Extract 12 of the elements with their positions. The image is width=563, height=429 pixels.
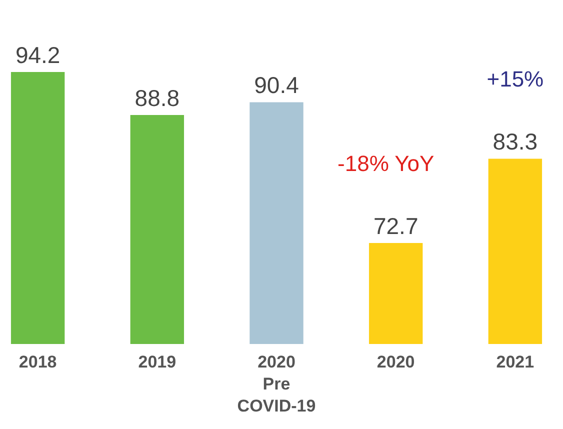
x-tick-label: 2019 (138, 352, 176, 372)
x-tick-label: 2021 (496, 352, 534, 372)
data-label: 90.4 (254, 72, 300, 98)
data-label: 88.8 (134, 84, 180, 111)
annotation: +15% (486, 66, 544, 92)
x-tick-label: 2018 (18, 352, 57, 372)
x-tick-label: 2020 Pre COVID-19 (237, 352, 316, 416)
annotation: -18% YoY (338, 150, 434, 176)
data-label: 72.7 (373, 212, 418, 239)
data-label: 83.3 (492, 128, 538, 155)
data-label: 94.2 (15, 42, 60, 68)
x-tick-label: 2020 (376, 352, 415, 372)
